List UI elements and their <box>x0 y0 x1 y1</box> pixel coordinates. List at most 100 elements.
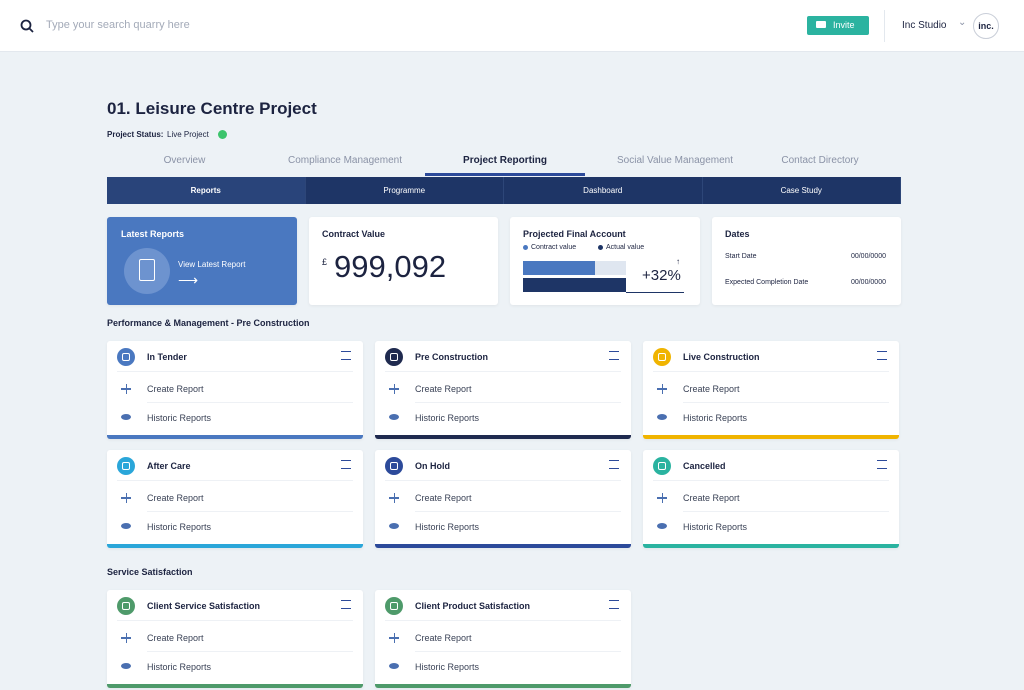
contract-amount: 999,092 <box>334 249 447 284</box>
tab[interactable]: Overview <box>163 155 206 166</box>
action-link[interactable]: Historic Reports <box>415 413 480 423</box>
action-link[interactable]: Historic Reports <box>415 522 480 532</box>
tab[interactable]: Social Value Management <box>617 155 733 166</box>
card-icon <box>117 348 135 366</box>
card-icon <box>653 348 671 366</box>
sub-tab[interactable]: Dashboard <box>504 177 703 204</box>
eye-icon <box>657 523 667 529</box>
action-link[interactable]: Historic Reports <box>147 522 212 532</box>
icon-glyph <box>390 602 398 610</box>
icon-glyph <box>658 462 666 470</box>
action-link[interactable]: Historic Reports <box>415 662 480 672</box>
baseline <box>626 292 684 293</box>
action-link[interactable]: Historic Reports <box>683 522 748 532</box>
row-divider <box>683 511 889 512</box>
action-link[interactable]: Create Report <box>415 384 472 394</box>
dropdown-caret[interactable]: ⌄ <box>958 17 967 28</box>
card-icon <box>385 348 403 366</box>
plus-icon-v <box>125 384 127 394</box>
row-divider <box>385 371 621 372</box>
action-link[interactable]: Create Report <box>415 633 472 643</box>
eye-icon <box>121 663 131 669</box>
card-icon <box>385 457 403 475</box>
plus-icon-v <box>393 633 395 643</box>
row-divider <box>385 620 621 621</box>
legend-dot <box>598 245 603 250</box>
latest-reports-card[interactable]: Latest Reports View Latest Report ⟶ <box>107 217 297 305</box>
settings-icon[interactable] <box>341 600 351 609</box>
plus-icon-v <box>393 384 395 394</box>
settings-icon[interactable] <box>341 460 351 469</box>
workspace-name[interactable]: Inc Studio <box>902 20 947 31</box>
date-value: 00/00/0000 <box>850 279 886 286</box>
report-card: Cancelled Create Report Historic Reports <box>643 450 899 548</box>
card-title: Contract Value <box>322 229 386 239</box>
action-link[interactable]: Historic Reports <box>147 662 212 672</box>
settings-icon[interactable] <box>341 351 351 360</box>
action-link[interactable]: Historic Reports <box>147 413 212 423</box>
icon-glyph <box>390 353 398 361</box>
settings-icon[interactable] <box>609 600 619 609</box>
settings-icon[interactable] <box>877 460 887 469</box>
row-divider <box>415 651 621 652</box>
date-label: Start Date <box>725 253 757 260</box>
settings-icon[interactable] <box>609 460 619 469</box>
card-icon <box>385 597 403 615</box>
action-link[interactable]: Create Report <box>147 493 204 503</box>
report-icon <box>124 248 170 294</box>
status-value: Live Project <box>167 130 209 139</box>
icon-glyph <box>122 462 130 470</box>
row-divider <box>117 371 353 372</box>
row-divider <box>117 620 353 621</box>
change: +32% <box>642 267 681 284</box>
sub-tab[interactable]: Programme <box>306 177 504 204</box>
avatar[interactable]: inc. <box>973 13 999 39</box>
divider <box>884 10 885 42</box>
card-title: Dates <box>725 229 750 239</box>
action-link[interactable]: Create Report <box>683 493 740 503</box>
contract-bar <box>523 261 595 275</box>
arrow: ⟶ <box>178 272 199 288</box>
plus-icon-v <box>661 384 663 394</box>
row-divider <box>147 651 353 652</box>
row-divider <box>653 371 889 372</box>
row-divider <box>117 480 353 481</box>
invite-button[interactable]: Invite <box>807 16 869 35</box>
settings-icon[interactable] <box>877 351 887 360</box>
row-divider <box>147 402 353 403</box>
report-card: Client Product Satisfaction Create Report… <box>375 590 631 688</box>
eye-icon <box>389 663 399 669</box>
tab[interactable]: Compliance Management <box>288 155 402 166</box>
action-link[interactable]: Create Report <box>415 493 472 503</box>
card-icon <box>117 457 135 475</box>
report-card: Pre Construction Create Report Historic Re… <box>375 341 631 439</box>
card-title: Latest Reports <box>121 229 185 239</box>
sub-tab[interactable]: Reports <box>107 177 306 204</box>
tab[interactable]: Project Reporting <box>425 150 585 176</box>
search-input[interactable]: Type your search quarry here <box>46 19 190 31</box>
mail-icon <box>816 21 826 28</box>
action-link[interactable]: Create Report <box>147 384 204 394</box>
action-link[interactable]: Historic Reports <box>683 413 748 423</box>
plus-icon-v <box>125 633 127 643</box>
view-link[interactable]: View Latest Report <box>178 260 246 269</box>
report-card: In Tender Create Report Historic Reports <box>107 341 363 439</box>
card-title: Projected Final Account <box>523 229 626 239</box>
date-value: 00/00/0000 <box>850 253 886 260</box>
eye-icon <box>389 414 399 420</box>
card-title: In Tender <box>147 352 187 362</box>
row-divider <box>415 511 621 512</box>
plus-icon-v <box>393 493 395 503</box>
legend-dot <box>523 245 528 250</box>
section-title: Performance & Management - Pre Construct… <box>107 318 310 328</box>
icon-glyph <box>658 353 666 361</box>
settings-icon[interactable] <box>609 351 619 360</box>
section-title: Service Satisfaction <box>107 567 193 577</box>
card-icon <box>653 457 671 475</box>
action-link[interactable]: Create Report <box>147 633 204 643</box>
action-link[interactable]: Create Report <box>683 384 740 394</box>
sub-tab[interactable]: Case Study <box>703 177 901 204</box>
tab[interactable]: Contact Directory <box>781 155 859 166</box>
up-arrow: ↑ <box>676 257 680 266</box>
